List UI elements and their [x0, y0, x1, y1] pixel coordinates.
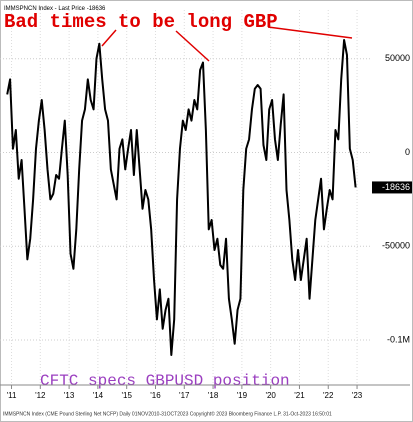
last-value-box [372, 181, 412, 194]
x-tick-label: '14 [93, 391, 104, 400]
footer: IMMSPNCN Index (CME Pound Sterling Net N… [3, 410, 332, 417]
series-line [6, 39, 357, 356]
y-tick-label: -50000 [382, 241, 410, 251]
annotation-arrow [175, 30, 210, 62]
subtitle: CFTC specs GBPUSD position [40, 372, 290, 390]
x-tick-label: '11 [7, 391, 17, 400]
legend-last: -18636 [87, 6, 106, 12]
grid [0, 10, 370, 385]
x-tick-label: '23 [352, 391, 363, 400]
chart-title: Bad times to be long GBP [4, 11, 278, 33]
plot [6, 39, 357, 356]
x-tick-label: '21 [294, 391, 305, 400]
x-tick-label: '12 [35, 391, 46, 400]
annotation-arrow [101, 29, 117, 47]
x-tick-label: '16 [150, 391, 161, 400]
legend-name: IMMSPNCN Index - Last Price [4, 6, 86, 12]
x-tick-label: '15 [121, 391, 132, 400]
annotation-arrow [267, 26, 353, 39]
last-value-label: -18636 [382, 182, 410, 192]
x-tick-label: '19 [237, 391, 248, 400]
x-tick-label: '20 [265, 391, 276, 400]
y-tick-label: -0.1M [387, 334, 410, 344]
x-tick-label: '17 [179, 391, 190, 400]
x-tick-label: '22 [323, 391, 334, 400]
y-tick-label: 50000 [385, 53, 410, 63]
x-tick-label: '13 [64, 391, 75, 400]
y-tick-label: 0 [405, 147, 410, 157]
x-tick-label: '18 [208, 391, 219, 400]
legend: IMMSPNCN Index - Last Price -18636 [4, 6, 106, 12]
